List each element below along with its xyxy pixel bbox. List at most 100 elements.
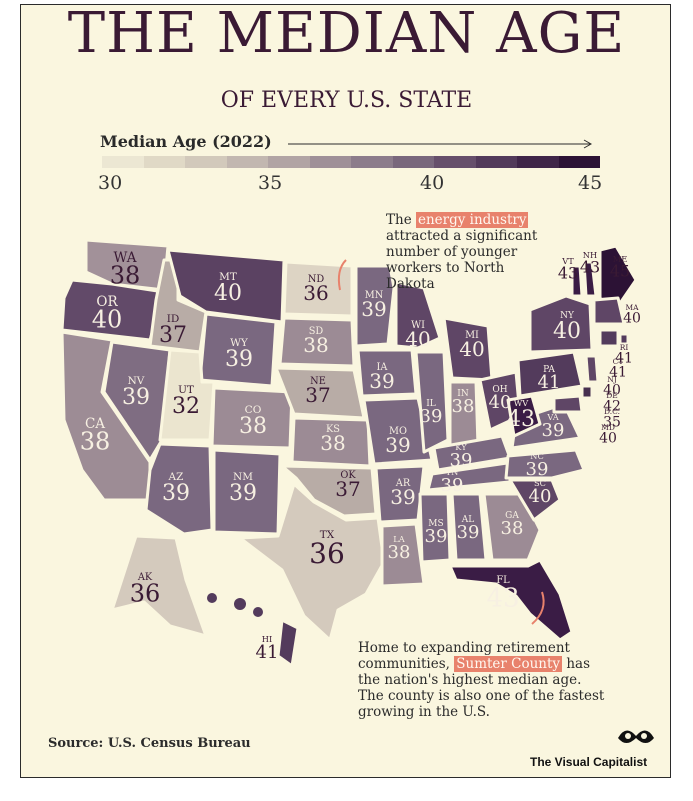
state-shape-ks [290, 416, 372, 468]
fl-arrow-icon [531, 591, 545, 625]
state-shape-wv [506, 394, 542, 438]
state-shape-nv [102, 340, 172, 462]
state-shape-me [598, 244, 638, 314]
state-label-ok: OK [340, 470, 356, 481]
state-median-age-ia: 39 [369, 369, 394, 393]
state-label-vt: VT [561, 256, 574, 266]
state-label-fl: FL [496, 575, 510, 586]
state-label-mi: MI [465, 330, 479, 341]
north-dakota-annotation: The energy industry attracted a signific… [386, 212, 556, 292]
state-shape-nj [584, 354, 600, 384]
state-shape-ne [274, 366, 366, 420]
state-label-sd: SD [309, 326, 324, 337]
legend-color-scale [102, 156, 600, 168]
legend-swatch [392, 156, 434, 168]
state-label-ms: MS [428, 519, 443, 529]
state-label-co: CO [245, 404, 262, 416]
state-label-la: LA [393, 534, 405, 544]
state-label-wa: WA [114, 250, 137, 266]
state-median-age-ri: 41 [615, 351, 633, 367]
legend-swatch [558, 156, 600, 168]
state-median-age-mt: 40 [214, 281, 242, 306]
state-median-age-ga: 38 [501, 518, 524, 539]
state-label-id: ID [167, 313, 180, 325]
state-label-ct: CT [613, 357, 624, 366]
annotation-highlight: energy industry [415, 212, 529, 228]
legend-swatch [268, 156, 310, 168]
legend-tick-30: 30 [98, 172, 123, 194]
state-median-age-la: 38 [388, 542, 411, 563]
state-median-age-nv: 39 [122, 385, 150, 410]
state-median-age-ct: 41 [609, 365, 627, 381]
state-shape-sc [508, 478, 562, 522]
state-median-age-mo: 39 [385, 433, 410, 457]
state-median-age-ms: 39 [425, 526, 448, 547]
state-label-va: VA [546, 412, 559, 422]
state-label-ma: MA [625, 303, 639, 312]
state-median-age-al: 39 [457, 522, 480, 543]
state-shape-hi-island [234, 598, 246, 610]
page-subtitle: OF EVERY U.S. STATE [220, 88, 473, 113]
state-median-age-hi: 41 [256, 642, 279, 663]
state-shape-de [580, 384, 594, 400]
state-shape-ct [598, 328, 620, 348]
state-shape-fl [448, 558, 574, 642]
state-median-age-ak: 36 [130, 580, 161, 608]
state-label-me: ME [613, 254, 627, 264]
state-label-pa: PA [543, 365, 555, 375]
state-median-age-tn: 39 [441, 475, 464, 496]
state-median-age-nd: 36 [303, 281, 328, 305]
state-median-age-ma: 40 [623, 311, 641, 327]
state-label-mt: MT [219, 271, 237, 283]
legend-tick-45: 45 [578, 172, 603, 194]
state-label-ga: GA [505, 511, 519, 521]
state-median-age-fl: 43 [486, 583, 519, 613]
state-median-age-sc: 40 [529, 486, 552, 507]
state-shape-co [210, 386, 294, 450]
state-median-age-ut: 32 [172, 394, 200, 419]
state-label-nm: NM [233, 471, 253, 483]
state-median-age-de: 42 [603, 399, 621, 415]
state-label-ny: NY [560, 311, 575, 321]
florida-annotation: Home to expanding retirement communities… [358, 640, 608, 720]
state-median-age-nc: 39 [526, 459, 549, 480]
state-shape-ms [418, 492, 452, 564]
state-label-or: OR [96, 294, 118, 310]
legend-swatch [185, 156, 227, 168]
state-label-ky: KY [455, 442, 467, 452]
state-shape-wy [198, 312, 278, 388]
state-label-ia: IA [377, 362, 389, 373]
state-shape-vt [570, 264, 584, 298]
state-median-age-ny: 40 [553, 319, 581, 344]
state-median-age-or: 40 [92, 306, 123, 334]
state-median-age-nh: 43 [580, 257, 600, 276]
state-label-az: AZ [168, 471, 184, 483]
legend-swatch [351, 156, 393, 168]
state-shape-ut [158, 348, 216, 442]
state-label-il: IL [426, 399, 436, 409]
state-median-age-mn: 39 [361, 297, 386, 321]
state-median-age-ks: 38 [320, 431, 345, 455]
state-label-ut: UT [178, 384, 194, 396]
state-shape-ma [592, 296, 626, 326]
state-median-age-tx: 36 [309, 537, 345, 570]
state-median-age-nj: 40 [603, 383, 621, 399]
state-shape-az [144, 442, 214, 536]
state-label-ca: CA [85, 416, 105, 432]
nd-arrow-icon [337, 259, 347, 291]
state-label-nv: NV [128, 375, 145, 387]
state-median-age-mi: 40 [459, 337, 484, 361]
state-label-hi: HI [262, 634, 272, 644]
state-shape-ia [356, 348, 418, 398]
state-median-age-me: 45 [610, 261, 630, 280]
state-label-ks: KS [326, 424, 340, 435]
legend-swatch [309, 156, 351, 168]
state-shape-md [552, 394, 584, 414]
state-median-age-sd: 38 [303, 333, 328, 357]
legend-tick-35: 35 [258, 172, 283, 194]
state-median-age-oh: 40 [489, 392, 512, 413]
state-median-age-wv: 43 [507, 407, 535, 432]
state-label-nc: NC [530, 451, 544, 461]
state-shape-sd [278, 316, 356, 368]
state-label-sc: SC [534, 478, 546, 488]
